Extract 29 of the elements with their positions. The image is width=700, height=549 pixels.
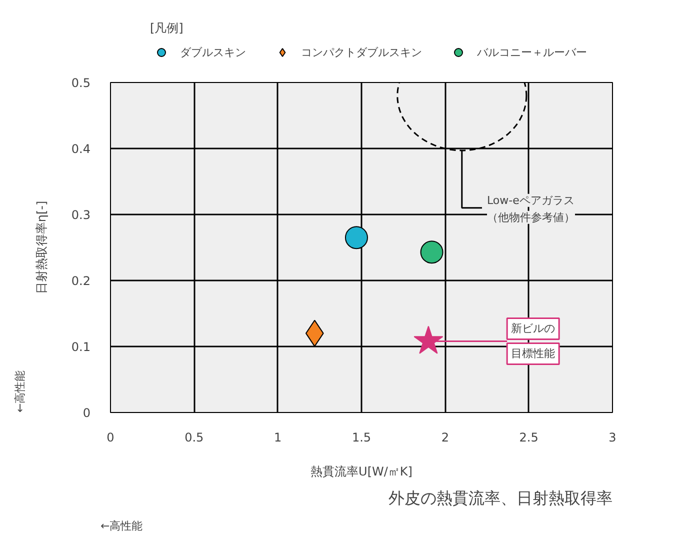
- point: [420, 240, 444, 264]
- text: ←高性能: [14, 370, 26, 412]
- legend-label: ダブルスキン: [180, 44, 246, 60]
- annotation: Low-eペアガラス: [487, 194, 574, 207]
- x-tick-label: 0: [106, 430, 114, 444]
- x-tick-label: 1.5: [352, 430, 372, 444]
- annotation: 目標性能: [511, 347, 556, 360]
- x-tick-label: 3: [608, 430, 616, 444]
- x-tick-label: 1: [274, 430, 282, 444]
- x-tick-label: 0.5: [184, 430, 204, 444]
- x-axis-title: 熱貫流率U[W/㎡K]: [310, 464, 412, 478]
- text: 外皮の熱貫流率、日射熱取得率: [388, 488, 612, 508]
- annotation: 新ビルの: [511, 322, 556, 336]
- y-tick-label: 0.1: [71, 340, 91, 354]
- x-tick-label: 2: [441, 430, 449, 444]
- y-tick-label: 0.4: [71, 142, 91, 156]
- y-tick-label: 0.2: [71, 274, 91, 288]
- legend-label: コンパクトダブルスキン: [301, 44, 422, 60]
- text: ←高性能: [100, 520, 143, 532]
- point: [414, 326, 444, 354]
- y-tick-label: 0.3: [71, 208, 91, 222]
- y-tick-label: 0.5: [71, 76, 91, 90]
- y-axis-title: 日射熱取得率η[-]: [34, 200, 48, 294]
- legend-title: [凡例]: [150, 20, 184, 37]
- annotation: （他物件参考値）: [487, 210, 575, 224]
- legend-label: バルコニー＋ルーバー: [477, 44, 587, 60]
- x-tick-label: 2.5: [519, 430, 538, 444]
- y-tick-label: 0: [82, 406, 91, 420]
- point: [344, 226, 368, 250]
